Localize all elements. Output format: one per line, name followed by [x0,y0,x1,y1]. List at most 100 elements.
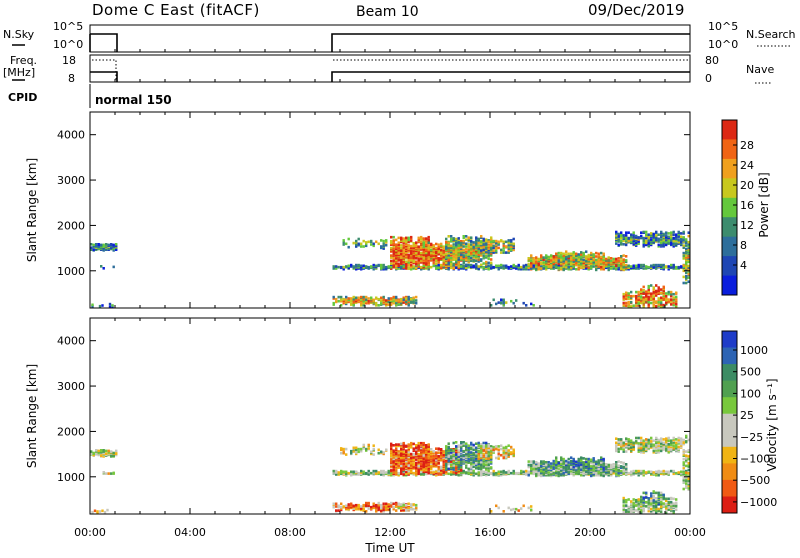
echo-cell [653,233,655,236]
echo-cell [348,238,350,241]
echo-cell [453,454,455,457]
echo-cell [618,257,620,260]
echo-cell [358,264,360,267]
echo-cell [430,249,432,252]
echo-cell [530,254,532,257]
echo-cell [588,267,590,270]
echo-cell [405,449,407,452]
echo-cell [575,253,577,256]
echo-cell [450,267,452,270]
echo-cell [465,238,467,241]
echo-cell [348,472,350,475]
echo-cell [385,239,387,242]
echo-cell [358,243,360,246]
echo-cell [368,266,370,269]
echo-cell [553,472,555,475]
echo-cell [101,510,103,513]
echo-cell [633,265,635,268]
echo-cell [383,240,385,243]
echo-cell [453,267,455,270]
echo-cell [500,448,502,451]
echo-cell [503,245,505,248]
echo-cell [473,466,475,469]
echo-cell [508,449,510,452]
echo-cell [523,302,525,305]
echo-cell [480,445,482,448]
echo-cell [555,264,557,267]
echo-cell [405,462,407,465]
echo-cell [115,450,117,453]
echo-cell [453,263,455,266]
echo-cell [111,304,113,307]
echo-cell [500,302,502,305]
echo-cell [353,242,355,245]
echo-cell [340,447,342,450]
echo-cell [623,234,625,237]
echo-cell [620,267,622,270]
echo-cell [483,266,485,269]
echo-cell [503,249,505,252]
echo-cell [333,302,335,305]
echo-cell [493,266,495,269]
echo-cell [398,237,400,240]
echo-cell [108,450,110,453]
echo-cell [378,243,380,246]
echo-cell [455,238,457,241]
echo-cell [490,466,492,469]
echo-cell [383,503,385,506]
echo-cell [425,451,427,454]
echo-cell [448,473,450,476]
echo-cell [478,238,480,241]
echo-cell [418,453,420,456]
echo-cell [530,464,532,467]
echo-cell [558,252,560,255]
echo-cell [405,237,407,240]
echo-cell [380,507,382,510]
echo-cell [510,451,512,454]
echo-cell [488,245,490,248]
echo-cell [430,243,432,246]
echo-cell [453,251,455,254]
echo-cell [625,292,627,295]
echo-cell [335,509,337,512]
echo-cell [633,295,635,298]
echo-cell [410,503,412,506]
echo-cell [468,243,470,246]
echo-cell [398,450,400,453]
echo-cell [643,289,645,292]
echo-cell [543,261,545,264]
freq-tick-top: 18 [62,54,76,67]
echo-cell [373,503,375,506]
echo-cell [355,447,357,450]
echo-cell [393,236,395,239]
echo-cell [410,245,412,248]
echo-cell [435,247,437,250]
echo-cell [463,235,465,238]
echo-cell [630,305,632,308]
echo-cell [375,473,377,476]
echo-cell [375,509,377,512]
echo-cell [463,245,465,248]
echo-cell [353,296,355,299]
echo-cell [380,297,382,300]
nsearch-tick-top: 10^5 [708,20,738,33]
echo-cell [568,266,570,269]
echo-cell [345,265,347,268]
echo-cell [665,292,667,295]
echo-cell [660,238,662,241]
echo-cell [363,296,365,299]
echo-cell [380,245,382,248]
echo-cell [433,262,435,265]
echo-cell [485,464,487,467]
echo-cell [590,260,592,263]
echo-cell [368,502,370,505]
echo-cell [480,471,482,474]
echo-cell [103,449,105,452]
echo-cell [395,243,397,246]
echo-cell [660,231,662,234]
echo-cell [460,257,462,260]
echo-cell [640,264,642,267]
echo-cell [375,470,377,473]
echo-cell [490,472,492,475]
echo-cell [333,470,335,473]
